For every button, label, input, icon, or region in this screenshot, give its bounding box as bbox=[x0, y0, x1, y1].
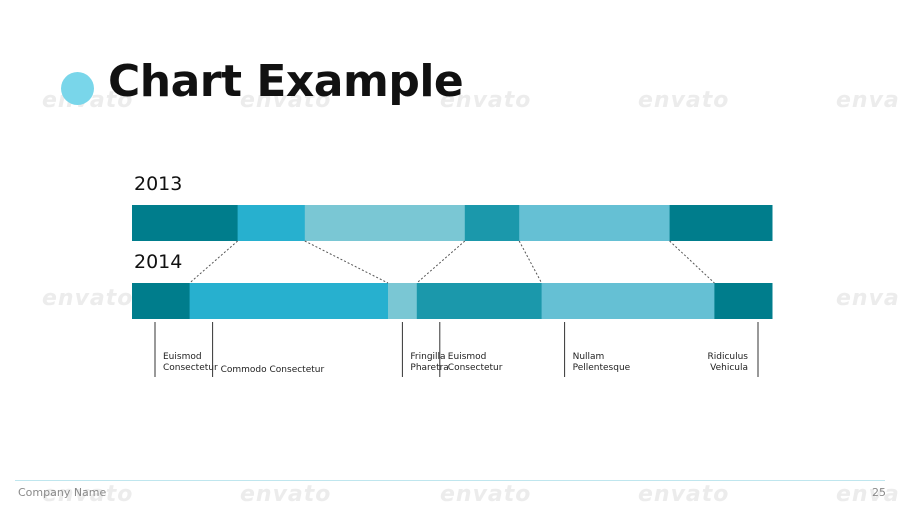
page-title: Chart Example bbox=[108, 56, 464, 107]
segment-label-line: Nullam bbox=[573, 352, 605, 362]
segment-label-line: Euismod bbox=[448, 352, 487, 362]
bar-segment-2013-4 bbox=[464, 205, 520, 241]
segment-label-line: Ridiculus bbox=[707, 352, 748, 362]
segment-label-line: Fringilla bbox=[410, 352, 445, 362]
segment-label-4: Euismod Consectetur bbox=[448, 352, 503, 373]
bar-segment-2014-4 bbox=[416, 283, 543, 319]
bar-segment-2014-5 bbox=[541, 283, 715, 319]
segment-label-line: Pellentesque bbox=[573, 363, 631, 373]
connector-line-3 bbox=[416, 240, 466, 284]
segment-label-1: Euismod Consectetur bbox=[163, 352, 218, 373]
connector-line-4 bbox=[518, 240, 543, 284]
year-label-2013: 2013 bbox=[134, 173, 183, 195]
bar-segment-2013-2 bbox=[237, 205, 306, 241]
segment-label-6: Ridiculus Vehicula bbox=[707, 352, 748, 373]
bar-segment-2013-5 bbox=[519, 205, 671, 241]
bar-segment-2014-6 bbox=[714, 283, 773, 319]
bar-segment-2014-1 bbox=[132, 283, 191, 319]
title-bullet bbox=[61, 72, 94, 105]
segment-label-line: Consectetur bbox=[163, 363, 218, 373]
segment-label-2: Commodo Consectetur bbox=[221, 365, 325, 375]
segment-label-line: Pharetra bbox=[410, 363, 448, 373]
bar-segment-2013-3 bbox=[304, 205, 466, 241]
connector-line-5 bbox=[669, 240, 715, 284]
company-name: Company Name bbox=[18, 486, 107, 499]
connector-line-2 bbox=[304, 240, 389, 284]
segment-label-3: Fringilla Pharetra bbox=[410, 352, 448, 373]
footer-divider bbox=[15, 480, 885, 481]
segment-label-line: Vehicula bbox=[710, 363, 748, 373]
connector-line-1 bbox=[189, 240, 238, 284]
segment-label-5: Nullam Pellentesque bbox=[573, 352, 631, 373]
bar-segment-2014-2 bbox=[189, 283, 389, 319]
segment-label-line: Commodo Consectetur bbox=[221, 365, 325, 375]
segment-label-line: Euismod bbox=[163, 352, 202, 362]
bar-segment-2013-1 bbox=[132, 205, 239, 241]
page-number: 25 bbox=[872, 486, 886, 499]
bar-segment-2013-6 bbox=[669, 205, 773, 241]
year-label-2014: 2014 bbox=[134, 251, 183, 273]
segment-label-line: Consectetur bbox=[448, 363, 503, 373]
bar-segment-2014-3 bbox=[388, 283, 418, 319]
